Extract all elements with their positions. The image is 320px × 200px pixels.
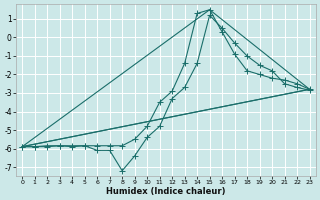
X-axis label: Humidex (Indice chaleur): Humidex (Indice chaleur) (106, 187, 226, 196)
